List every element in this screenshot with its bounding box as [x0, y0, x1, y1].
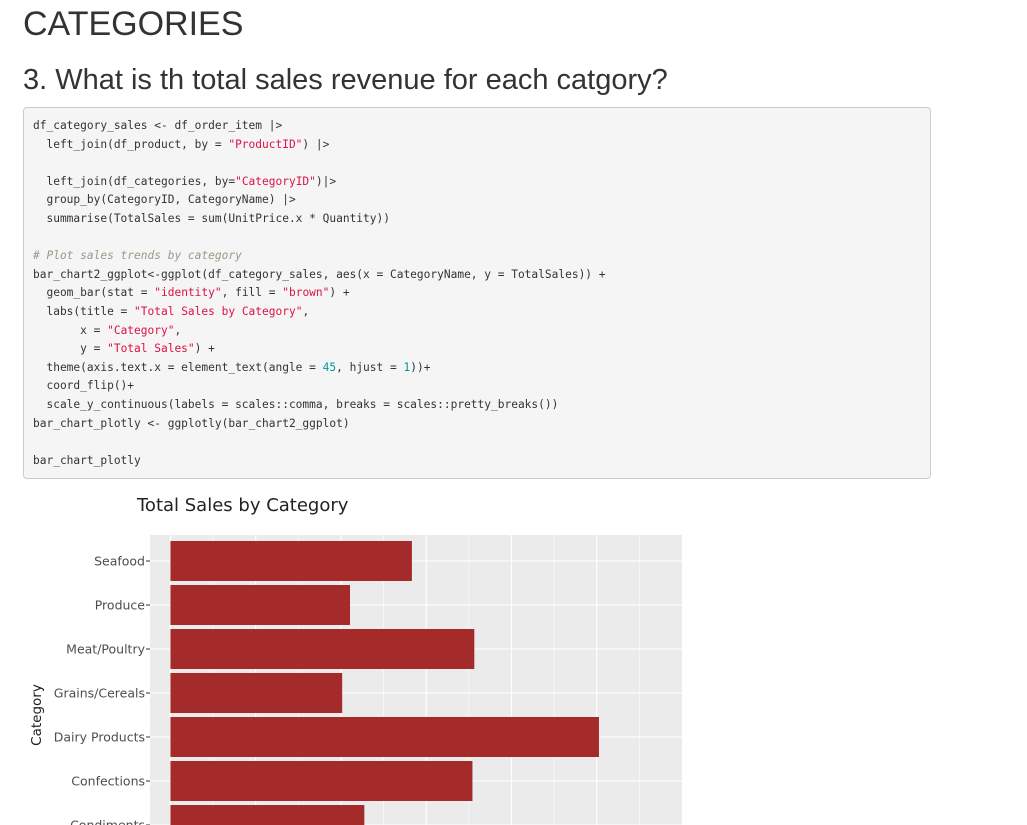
code-line: y = "Total Sales") +	[33, 340, 921, 359]
code-line	[33, 229, 921, 248]
code-token: bar_chart2_ggplot<-ggplot(df_category_sa…	[33, 267, 606, 281]
code-line: bar_chart_plotly	[33, 452, 921, 471]
code-number: 1	[403, 360, 411, 374]
code-token: , fill =	[221, 286, 283, 300]
code-line: group_by(CategoryID, CategoryName) |>	[33, 191, 921, 210]
bar-dairy-products[interactable]	[170, 717, 599, 757]
code-token: scale_y_continuous(labels = scales::comm…	[33, 397, 559, 411]
code-string: "ProductID"	[228, 137, 303, 151]
code-token: x =	[33, 323, 108, 337]
code-token: ,	[174, 323, 182, 337]
code-line: summarise(TotalSales = sum(UnitPrice.x *…	[33, 210, 921, 229]
code-token: summarise(TotalSales = sum(UnitPrice.x *…	[33, 211, 390, 225]
bar-grains-cereals[interactable]	[170, 673, 343, 713]
y-tick-label: Dairy Products	[54, 730, 145, 745]
bar-condiments[interactable]	[170, 805, 365, 825]
code-token: theme(axis.text.x = element_text(angle =	[33, 360, 323, 374]
code-block[interactable]: df_category_sales <- df_order_item |> le…	[23, 107, 931, 479]
section-title: CATEGORIES	[23, 5, 244, 43]
code-line: x = "Category",	[33, 322, 921, 341]
bar-produce[interactable]	[170, 585, 351, 625]
code-token: ) +	[329, 286, 350, 300]
code-line: bar_chart_plotly <- ggplotly(bar_chart2_…	[33, 415, 921, 434]
code-token: left_join(df_product, by =	[33, 137, 229, 151]
code-token: )|>	[315, 174, 337, 188]
bar-meat-poultry[interactable]	[170, 629, 475, 669]
code-token: ,	[302, 304, 310, 318]
code-token: ))+	[410, 360, 431, 374]
bar-seafood[interactable]	[170, 541, 412, 581]
code-token: df_category_sales <- df_order_item |>	[33, 119, 283, 132]
code-line: left_join(df_product, by = "ProductID") …	[33, 136, 921, 155]
bar-chart[interactable]: Total Sales by Category Seafood Produce Me…	[0, 485, 1027, 825]
code-string: "CategoryID"	[235, 174, 316, 188]
code-line	[33, 433, 921, 452]
chart-title: Total Sales by Category	[137, 495, 349, 516]
code-token: ) |>	[302, 137, 330, 151]
y-tick-label: Seafood	[94, 554, 145, 569]
code-line: left_join(df_categories, by="CategoryID"…	[33, 173, 921, 192]
code-string: "Total Sales"	[107, 342, 195, 356]
question-title: 3. What is th total sales revenue for ea…	[23, 64, 668, 96]
code-token: coord_flip()+	[33, 379, 135, 393]
code-token: left_join(df_categories, by=	[33, 174, 236, 188]
code-string: "Category"	[107, 323, 175, 337]
code-token: bar_chart_plotly	[33, 453, 141, 467]
code-string: "brown"	[282, 286, 330, 300]
code-token: , hjust =	[336, 360, 404, 374]
code-line	[33, 154, 921, 173]
code-number: 45	[322, 360, 337, 374]
code-token: y =	[33, 342, 108, 356]
code-line: coord_flip()+	[33, 377, 921, 396]
code-line: scale_y_continuous(labels = scales::comm…	[33, 396, 921, 415]
y-tick-label: Meat/Poultry	[66, 642, 145, 657]
bar-confections[interactable]	[170, 761, 473, 801]
code-token: labs(title =	[33, 304, 135, 318]
code-string: "Total Sales by Category"	[134, 304, 303, 318]
code-token: bar_chart_plotly <- ggplotly(bar_chart2_…	[33, 416, 350, 430]
code-token: ) +	[194, 342, 215, 356]
code-line: bar_chart2_ggplot<-ggplot(df_category_sa…	[33, 266, 921, 285]
y-tick-label: Condiments	[70, 818, 145, 825]
code-token: geom_bar(stat =	[33, 286, 155, 300]
code-line: df_category_sales <- df_order_item |>	[33, 117, 921, 136]
code-line: theme(axis.text.x = element_text(angle =…	[33, 359, 921, 378]
y-tick-label: Grains/Cereals	[54, 686, 145, 701]
chart-svg[interactable]: Seafood Produce Meat/Poultry Grains/Cereals…	[0, 485, 1027, 825]
code-token: group_by(CategoryID, CategoryName) |>	[33, 193, 296, 207]
code-line: # Plot sales trends by category	[33, 247, 921, 266]
code-string: "identity"	[154, 286, 222, 300]
y-axis-title: Category	[29, 684, 45, 746]
y-tick-label: Produce	[95, 598, 146, 613]
y-tick-label: Confections	[71, 774, 145, 789]
code-line: labs(title = "Total Sales by Category",	[33, 303, 921, 322]
code-comment: # Plot sales trends by category	[33, 249, 242, 263]
code-line: geom_bar(stat = "identity", fill = "brow…	[33, 284, 921, 303]
